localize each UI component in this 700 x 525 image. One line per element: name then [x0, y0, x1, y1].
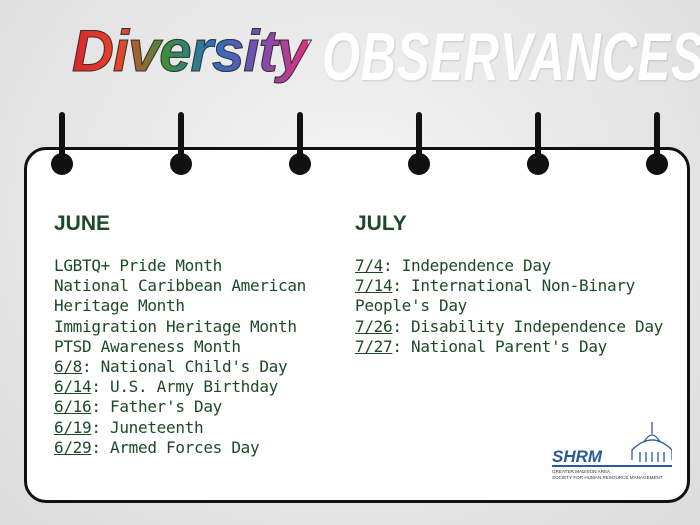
logo-line: GREATER MADISON AREA: [552, 469, 611, 474]
month-column: JULY 7/4: Independence Day 7/14: Internati…: [355, 212, 675, 357]
observance-text: : Father's Day: [91, 397, 223, 417]
ring-hole: [527, 153, 549, 175]
logo: SHRM GREATER MADISON AREA SOCIETY FOR HU…: [552, 422, 672, 480]
observance-text: : Disability Independence Day: [392, 316, 663, 336]
calendar-card: JUNE LGBTQ+ Pride Month National Caribbean…: [24, 147, 690, 503]
observance-date: 7/26: [355, 316, 393, 336]
observance-item: 7/27: National Parent's Day: [355, 337, 675, 357]
month-heading: JULY: [355, 212, 407, 235]
observance-text: : U.S. Army Birthday: [91, 377, 279, 397]
ring-hole: [51, 153, 73, 175]
observance-date: 7/14: [355, 276, 393, 296]
observance-item: 6/16: Father's Day: [54, 397, 374, 417]
ring-hole: [170, 153, 192, 175]
observance-item: 7/4: Independence Day: [355, 256, 675, 276]
month-column: JUNE LGBTQ+ Pride Month National Caribbean…: [54, 212, 374, 458]
observance-text: : National Child's Day: [82, 357, 288, 377]
observance-text: PTSD Awareness Month: [54, 336, 241, 356]
observance-text: Immigration Heritage Month: [54, 316, 297, 336]
ring-hole: [646, 153, 668, 175]
observance-item: 6/29: Armed Forces Day: [54, 438, 374, 458]
observance-text: National Caribbean American Heritage Mon…: [54, 276, 306, 316]
observance-text: : Armed Forces Day: [91, 437, 260, 457]
ring-hole: [408, 153, 430, 175]
observance-text: : Independence Day: [383, 256, 551, 275]
observance-date: 6/19: [54, 417, 92, 437]
observance-text: : International Non-Binary People's Day: [355, 276, 635, 316]
ring-bar: [654, 112, 660, 162]
observance-item: 6/14: U.S. Army Birthday: [54, 377, 374, 397]
observance-date: 6/29: [54, 437, 92, 457]
observance-date: 6/16: [54, 397, 92, 417]
observance-text: : National Parent's Day: [392, 336, 607, 356]
observance-item: LGBTQ+ Pride Month: [54, 256, 374, 276]
observance-item: 7/26: Disability Independence Day: [355, 317, 675, 337]
ring-bar: [59, 112, 65, 162]
observance-item: Immigration Heritage Month: [54, 317, 374, 337]
observance-date: 7/4: [355, 256, 383, 275]
ring-hole: [289, 153, 311, 175]
ring-bar: [297, 112, 303, 162]
logo-line: SOCIETY FOR HUMAN RESOURCE MANAGEMENT: [552, 475, 663, 480]
ring-bar: [535, 112, 541, 162]
observance-item: 6/8: National Child's Day: [54, 357, 374, 377]
observance-item: 7/14: International Non-Binary People's …: [355, 276, 675, 316]
ring-bar: [416, 112, 422, 162]
logo-name: SHRM: [552, 447, 603, 466]
observance-date: 6/14: [54, 377, 92, 397]
title-observances: OBSERVANCES: [322, 19, 700, 95]
observance-text: : Juneteenth: [91, 417, 204, 437]
month-heading: JUNE: [54, 212, 111, 235]
title-diversity: Diversity: [71, 19, 309, 85]
ring-bar: [178, 112, 184, 162]
observance-text: LGBTQ+ Pride Month: [54, 256, 222, 275]
observance-date: 6/8: [54, 357, 82, 377]
observance-item: 6/19: Juneteenth: [54, 418, 374, 438]
observance-item: National Caribbean American Heritage Mon…: [54, 276, 374, 316]
observance-date: 7/27: [355, 336, 393, 356]
observance-item: PTSD Awareness Month: [54, 337, 374, 357]
